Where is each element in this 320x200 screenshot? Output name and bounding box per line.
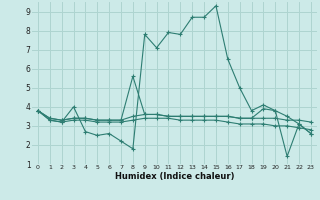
X-axis label: Humidex (Indice chaleur): Humidex (Indice chaleur) (115, 172, 234, 181)
